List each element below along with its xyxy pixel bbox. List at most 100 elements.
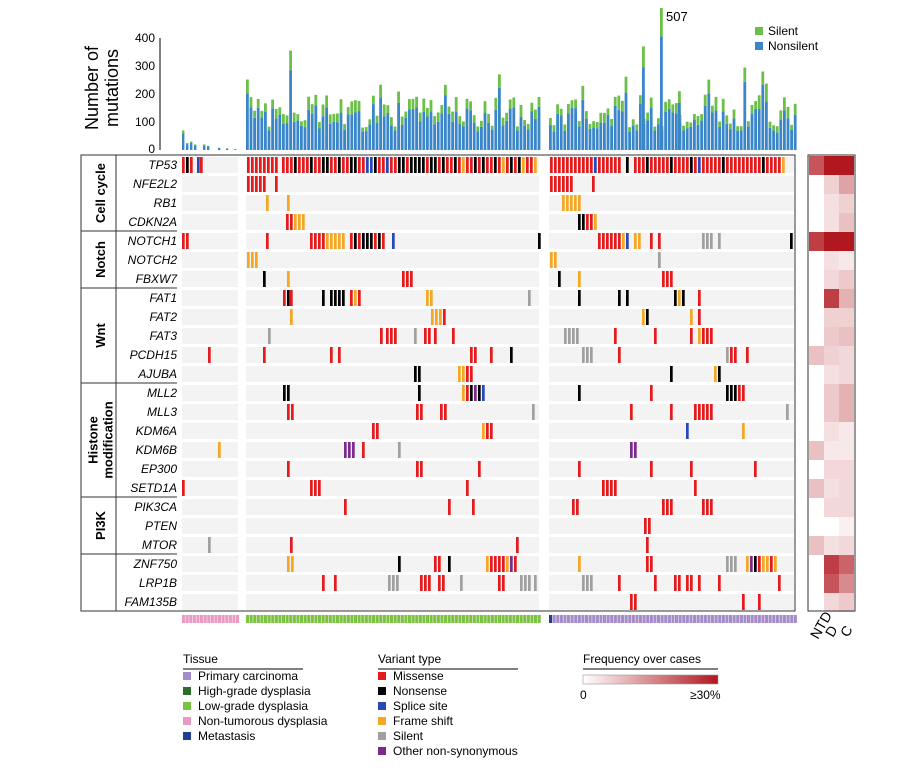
- mutation-cell: [402, 271, 405, 287]
- tissue-cell-low-grade: [390, 615, 394, 623]
- mutation-cell: [648, 518, 651, 534]
- gene-label-fat2: FAT2: [149, 310, 177, 324]
- tissue-cell-low-grade: [480, 615, 484, 623]
- tissue-cell-low-grade: [465, 615, 469, 623]
- mutation-cell: [698, 328, 701, 344]
- mutation-cell: [392, 233, 395, 249]
- heatmap-cell: [839, 308, 854, 327]
- bar-nonsilent: [703, 105, 707, 150]
- pathway-group-label: Cell cycle: [93, 163, 108, 223]
- bar-nonsilent: [386, 113, 390, 150]
- bar-silent: [386, 105, 390, 114]
- mutation-cell: [314, 233, 317, 249]
- mutation-cell: [372, 423, 375, 439]
- heatmap-cell: [839, 156, 854, 175]
- mutation-cell: [358, 233, 361, 249]
- gene-label-nfe2l2: NFE2L2: [133, 177, 177, 191]
- mutation-cell: [742, 423, 745, 439]
- tissue-cell-primary: [567, 615, 571, 623]
- tissue-cell-primary: [631, 615, 635, 623]
- matrix-row-background: [246, 366, 539, 382]
- mutation-cell: [424, 328, 427, 344]
- tissue-cell-low-grade: [505, 615, 509, 623]
- mutation-cell: [626, 290, 629, 306]
- tissue-cell-primary: [703, 615, 707, 623]
- tissue-cell-low-grade: [321, 615, 325, 623]
- bar-nonsilent: [498, 87, 501, 150]
- bar-nonsilent: [256, 107, 260, 150]
- tissue-cell-low-grade: [436, 615, 440, 623]
- mutation-cell: [670, 404, 673, 420]
- bar-nonsilent: [729, 129, 732, 150]
- bar-silent: [613, 96, 617, 106]
- mutation-cell: [490, 423, 493, 439]
- mutation-cell: [190, 157, 193, 173]
- mutation-cell: [562, 157, 565, 173]
- matrix-row-background: [246, 252, 539, 268]
- bar-silent: [530, 102, 534, 112]
- peak-annotation: 507: [666, 9, 688, 24]
- bar-nonsilent: [610, 126, 613, 150]
- bar-silent: [689, 122, 693, 127]
- bar-nonsilent: [779, 119, 783, 150]
- mutation-cell: [670, 499, 673, 515]
- mutation-cell: [290, 290, 293, 306]
- mutation-cell: [666, 271, 669, 287]
- bar-silent: [512, 97, 516, 108]
- bar-nonsilent: [588, 128, 592, 150]
- tissue-cell-low-grade: [494, 615, 498, 623]
- mutation-cell: [706, 157, 709, 173]
- mutation-cell: [362, 233, 365, 249]
- heatmap-cell: [809, 517, 824, 536]
- bar-nonsilent: [487, 122, 490, 150]
- bar-nonsilent: [332, 121, 336, 150]
- frequency-min-label: 0: [580, 688, 587, 702]
- tissue-cell-primary: [754, 615, 758, 623]
- bar-silent: [415, 96, 418, 108]
- mutation-cell: [502, 157, 505, 173]
- mutation-cell: [570, 157, 573, 173]
- mutation-cell: [386, 328, 389, 344]
- mutation-cell: [690, 461, 693, 477]
- mutation-cell: [474, 385, 477, 401]
- bar-nonsilent: [483, 112, 487, 150]
- mutation-cell: [654, 328, 657, 344]
- bar-silent: [256, 99, 260, 108]
- mutation-cell: [275, 176, 278, 192]
- mutation-cell: [610, 157, 613, 173]
- mutation-cell: [746, 347, 749, 363]
- tissue-cell-low-grade: [267, 615, 271, 623]
- bar-silent: [768, 121, 772, 128]
- mutation-cell: [702, 328, 705, 344]
- mutation-cell: [186, 157, 189, 173]
- bar-nonsilent: [617, 109, 621, 150]
- mutation-cell: [670, 157, 673, 173]
- mutation-cell: [482, 385, 485, 401]
- bar-nonsilent: [282, 123, 285, 150]
- mutation-cell: [458, 157, 461, 173]
- heatmap-cell: [824, 555, 839, 574]
- bar-silent: [639, 95, 642, 104]
- mutation-cell: [466, 385, 469, 401]
- heatmap-cell: [824, 593, 839, 612]
- mutation-cell: [522, 157, 525, 173]
- bar-nonsilent: [289, 70, 292, 150]
- mutation-cell: [586, 575, 589, 591]
- heatmap-cell: [824, 574, 839, 593]
- mutation-cell: [386, 157, 389, 173]
- tissue-cell-low-grade: [256, 615, 260, 623]
- heatmap-cell: [839, 270, 854, 289]
- mutation-cell: [182, 233, 185, 249]
- matrix-background: [182, 157, 794, 610]
- bar-silent: [264, 103, 267, 112]
- matrix-row-background: [182, 480, 238, 496]
- mutation-cell: [352, 442, 355, 458]
- mutation-cell: [434, 157, 437, 173]
- tissue-cell-primary: [711, 615, 715, 623]
- tissue-cell-primary: [606, 615, 610, 623]
- mutation-cell: [490, 347, 493, 363]
- tissue-cell-low-grade: [411, 615, 415, 623]
- heatmap-cell: [824, 498, 839, 517]
- tissue-cell-low-grade: [487, 615, 491, 623]
- bar-nonsilent: [682, 130, 685, 150]
